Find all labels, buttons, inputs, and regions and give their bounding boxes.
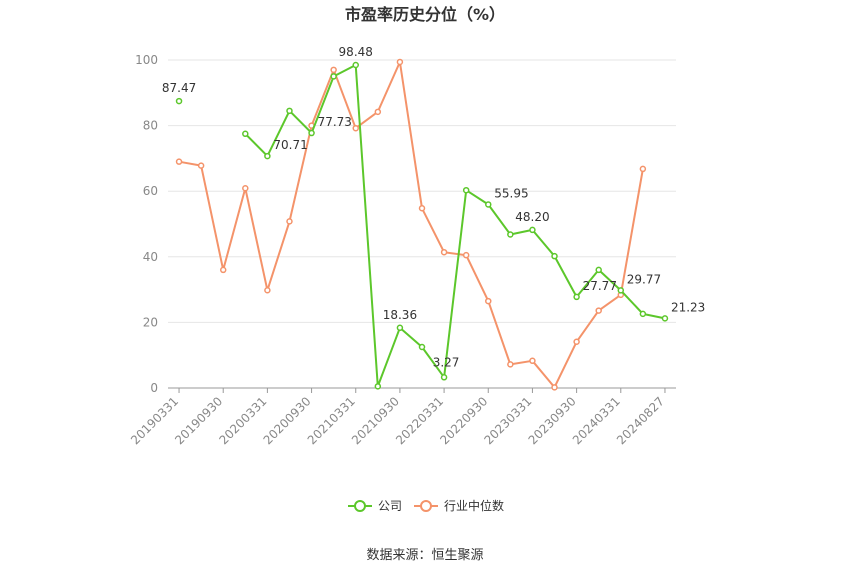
- industry-point-20231231: [595, 307, 602, 314]
- legend-item-industry[interactable]: 行业中位数: [414, 498, 504, 513]
- data-label-20230331: 48.20: [515, 210, 549, 224]
- industry-point-20211231: [418, 205, 426, 212]
- company-point-20230930: [573, 293, 580, 301]
- series-company: [175, 61, 669, 390]
- x-tick-label-20240827: 20240827: [614, 394, 667, 447]
- data-label-20240331: 29.77: [627, 272, 661, 286]
- legend-company-marker: [354, 500, 366, 512]
- company-point-20201231: [330, 73, 337, 80]
- industry-point-20240630: [639, 165, 647, 173]
- y-tick-label-100: 100: [135, 53, 158, 67]
- industry-point-20230930: [573, 338, 580, 346]
- company-point-20210331: [352, 61, 359, 69]
- industry-point-20230630: [551, 384, 558, 391]
- industry-point-20210331: [352, 124, 359, 132]
- industry-point-20200331: [264, 287, 271, 294]
- source-note: 数据来源：恒生聚源: [366, 548, 483, 563]
- company-point-20220630: [462, 186, 470, 194]
- company-point-20200331: [264, 152, 271, 160]
- industry-point-20221231: [507, 361, 514, 368]
- company-point-20221231: [507, 231, 514, 238]
- industry-point-20201231: [330, 66, 337, 74]
- chart-title: 市盈率历史分位（%）: [345, 5, 505, 24]
- y-tick-label-20: 20: [143, 315, 158, 329]
- series-industry: [175, 58, 647, 391]
- company-point-20231231: [595, 266, 602, 274]
- legend-industry-label: 行业中位数: [444, 498, 504, 513]
- legend-company-label: 公司: [378, 499, 402, 513]
- data-labels: 87.47 70.71 77.73 98.48 18.36 3.27 55.95 48.20 2…: [162, 45, 705, 369]
- legend-industry-marker: [420, 500, 432, 512]
- company-point-20200930: [308, 129, 315, 137]
- company-point-20220930: [485, 201, 492, 208]
- company-point-20190331: [175, 97, 183, 105]
- industry-point-20210630: [374, 108, 382, 116]
- data-label-20190331: 87.47: [162, 81, 196, 95]
- y-tick-label-60: 60: [143, 184, 158, 198]
- industry-point-20210930: [396, 58, 404, 66]
- company-point-20210930: [396, 324, 404, 332]
- company-point-20240827: [661, 315, 669, 322]
- y-tick-label-80: 80: [143, 119, 158, 133]
- legend[interactable]: 公司 行业中位数: [348, 498, 504, 513]
- company-point-20220331: [440, 374, 448, 381]
- industry-point-20220930: [485, 297, 492, 305]
- series-layer: [175, 58, 669, 391]
- x-axis: 2019033120190930202003312020093020210331…: [128, 387, 676, 447]
- data-label-20240827: 21.23: [671, 300, 705, 314]
- industry-point-20190630: [197, 162, 205, 169]
- industry-point-20191231: [242, 184, 249, 192]
- company-point-20210630: [374, 383, 382, 390]
- company-point-20240331: [617, 287, 625, 294]
- series-line-industry: [178, 61, 644, 389]
- y-tick-label-0: 0: [150, 381, 158, 395]
- series-line-company: [244, 64, 666, 388]
- data-label-20210331: 98.48: [339, 45, 373, 59]
- data-label-20210930: 18.36: [383, 308, 417, 322]
- y-axis: 0 20 40 60 80 100: [135, 53, 158, 395]
- company-point-20200630: [286, 107, 293, 115]
- data-label-20230930: 27.77: [583, 279, 617, 293]
- data-label-20200331: 70.71: [273, 138, 307, 152]
- company-point-20230331: [529, 226, 536, 234]
- industry-point-20190331: [175, 158, 183, 165]
- data-label-20220930: 55.95: [494, 186, 528, 200]
- legend-item-company[interactable]: 公司: [348, 499, 402, 513]
- industry-point-20200630: [286, 218, 293, 225]
- data-label-20220331: 3.27: [433, 355, 460, 369]
- y-tick-label-40: 40: [143, 250, 158, 264]
- company-point-20230630: [551, 252, 558, 260]
- company-point-20191231: [242, 130, 249, 138]
- company-point-20240630: [639, 310, 647, 318]
- industry-point-20230331: [529, 357, 536, 365]
- data-label-20200930: 77.73: [318, 115, 352, 129]
- industry-point-20220331: [440, 248, 448, 256]
- industry-point-20190930: [219, 266, 227, 274]
- company-point-20211231: [418, 343, 426, 351]
- industry-point-20220630: [462, 251, 470, 259]
